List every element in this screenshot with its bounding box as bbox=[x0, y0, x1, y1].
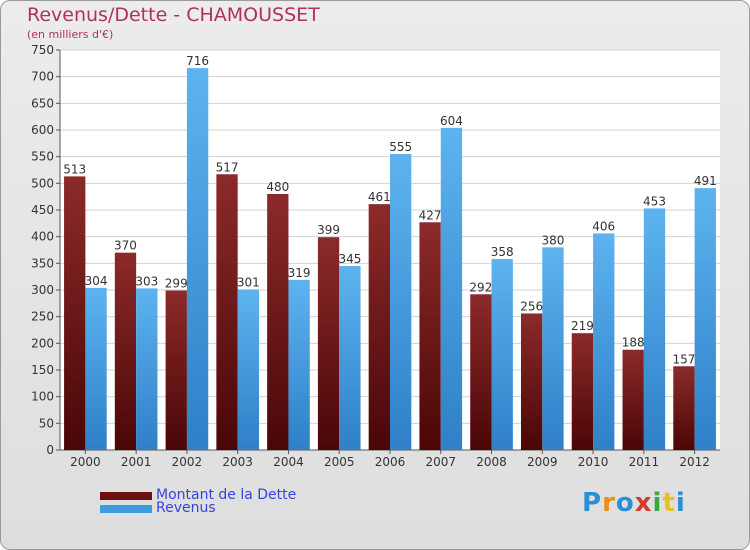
debt-value-label: 219 bbox=[571, 319, 594, 333]
x-tick-label: 2008 bbox=[476, 455, 507, 469]
y-tick-label: 350 bbox=[31, 256, 54, 270]
debt-value-label: 517 bbox=[216, 160, 239, 174]
y-tick-label: 100 bbox=[31, 390, 54, 404]
revenue-bar bbox=[339, 266, 361, 450]
debt-bar bbox=[165, 290, 187, 450]
chart-title: Revenus/Dette - CHAMOUSSET bbox=[27, 4, 320, 26]
revenue-bar bbox=[694, 188, 716, 450]
y-tick-label: 550 bbox=[31, 150, 54, 164]
legend-swatch-debt bbox=[100, 492, 152, 500]
chart-subtitle: (en milliers d'€) bbox=[27, 28, 114, 41]
revenue-value-label: 380 bbox=[542, 233, 565, 247]
debt-bar bbox=[64, 176, 86, 450]
revenue-bar bbox=[237, 289, 260, 450]
revenue-value-label: 453 bbox=[643, 194, 666, 208]
debt-bar bbox=[216, 174, 238, 450]
debt-bar bbox=[317, 237, 340, 450]
x-tick-label: 2000 bbox=[70, 455, 101, 469]
revenue-bar bbox=[440, 127, 463, 450]
debt-value-label: 292 bbox=[469, 280, 492, 294]
revenue-value-label: 358 bbox=[491, 245, 514, 259]
y-tick-label: 750 bbox=[31, 43, 54, 57]
y-tick-label: 300 bbox=[31, 283, 54, 297]
y-tick-label: 450 bbox=[31, 203, 54, 217]
revenue-bar bbox=[85, 287, 107, 450]
logo-letter: i bbox=[675, 488, 686, 518]
debt-value-label: 427 bbox=[419, 208, 442, 222]
revenue-value-label: 716 bbox=[186, 54, 209, 68]
y-tick-label: 0 bbox=[46, 443, 54, 457]
revenue-value-label: 345 bbox=[338, 252, 361, 266]
revenue-bar bbox=[593, 233, 615, 450]
y-tick-label: 200 bbox=[31, 336, 54, 350]
debt-bar bbox=[520, 313, 543, 450]
logo-letter: t bbox=[662, 488, 676, 518]
revenue-value-label: 301 bbox=[237, 275, 260, 289]
proxiti-logo: Proxiti bbox=[582, 488, 686, 518]
revenue-value-label: 303 bbox=[135, 274, 158, 288]
legend-label-revenue: Revenus bbox=[156, 500, 216, 516]
debt-bar bbox=[622, 349, 644, 450]
debt-bar bbox=[571, 333, 594, 450]
revenue-value-label: 406 bbox=[592, 219, 615, 233]
revenue-bar bbox=[491, 259, 513, 450]
debt-value-label: 480 bbox=[266, 180, 289, 194]
x-tick-label: 2012 bbox=[679, 455, 710, 469]
revenue-value-label: 319 bbox=[288, 266, 311, 280]
x-tick-label: 2006 bbox=[375, 455, 406, 469]
y-tick-label: 600 bbox=[31, 123, 54, 137]
debt-bar bbox=[114, 252, 137, 450]
x-tick-label: 2004 bbox=[273, 455, 304, 469]
debt-value-label: 157 bbox=[673, 352, 696, 366]
x-tick-label: 2010 bbox=[578, 455, 609, 469]
debt-bar bbox=[267, 194, 289, 450]
x-tick-label: 2003 bbox=[222, 455, 253, 469]
y-tick-label: 400 bbox=[31, 230, 54, 244]
debt-value-label: 188 bbox=[622, 336, 645, 350]
debt-bar bbox=[673, 366, 695, 450]
debt-value-label: 370 bbox=[114, 239, 137, 253]
debt-value-label: 399 bbox=[317, 223, 340, 237]
y-tick-label: 50 bbox=[39, 416, 54, 430]
debt-bar bbox=[419, 222, 441, 450]
x-tick-label: 2009 bbox=[527, 455, 558, 469]
revenue-bar bbox=[643, 208, 666, 450]
logo-letter: i bbox=[652, 488, 663, 518]
y-tick-label: 650 bbox=[31, 96, 54, 110]
y-tick-label: 700 bbox=[31, 70, 54, 84]
logo-letter: r bbox=[602, 488, 616, 518]
revenue-value-label: 304 bbox=[85, 274, 108, 288]
revenue-bar bbox=[288, 279, 310, 450]
x-tick-label: 2005 bbox=[324, 455, 355, 469]
debt-value-label: 513 bbox=[63, 162, 86, 176]
revenue-value-label: 555 bbox=[389, 140, 412, 154]
y-tick-label: 250 bbox=[31, 310, 54, 324]
x-tick-label: 2007 bbox=[425, 455, 456, 469]
logo-letter: x bbox=[634, 488, 653, 518]
revenue-bar bbox=[542, 247, 564, 450]
debt-value-label: 299 bbox=[165, 277, 188, 291]
revenue-value-label: 491 bbox=[694, 174, 717, 188]
legend-swatch-revenue bbox=[100, 505, 152, 513]
debt-value-label: 461 bbox=[368, 190, 391, 204]
revenue-bar bbox=[136, 288, 158, 450]
logo-letter: o bbox=[615, 488, 635, 518]
x-tick-label: 2011 bbox=[629, 455, 660, 469]
revenue-bar bbox=[186, 68, 209, 450]
debt-bar bbox=[368, 204, 390, 450]
x-tick-label: 2002 bbox=[172, 455, 203, 469]
debt-bar bbox=[470, 294, 492, 450]
legend-label-debt: Montant de la Dette bbox=[156, 487, 297, 503]
debt-value-label: 256 bbox=[520, 299, 543, 313]
y-tick-label: 150 bbox=[31, 363, 54, 377]
x-tick-label: 2001 bbox=[121, 455, 152, 469]
revenue-bar bbox=[390, 154, 412, 450]
revenue-value-label: 604 bbox=[440, 114, 463, 128]
logo-letter: P bbox=[582, 488, 603, 518]
y-tick-label: 500 bbox=[31, 176, 54, 190]
